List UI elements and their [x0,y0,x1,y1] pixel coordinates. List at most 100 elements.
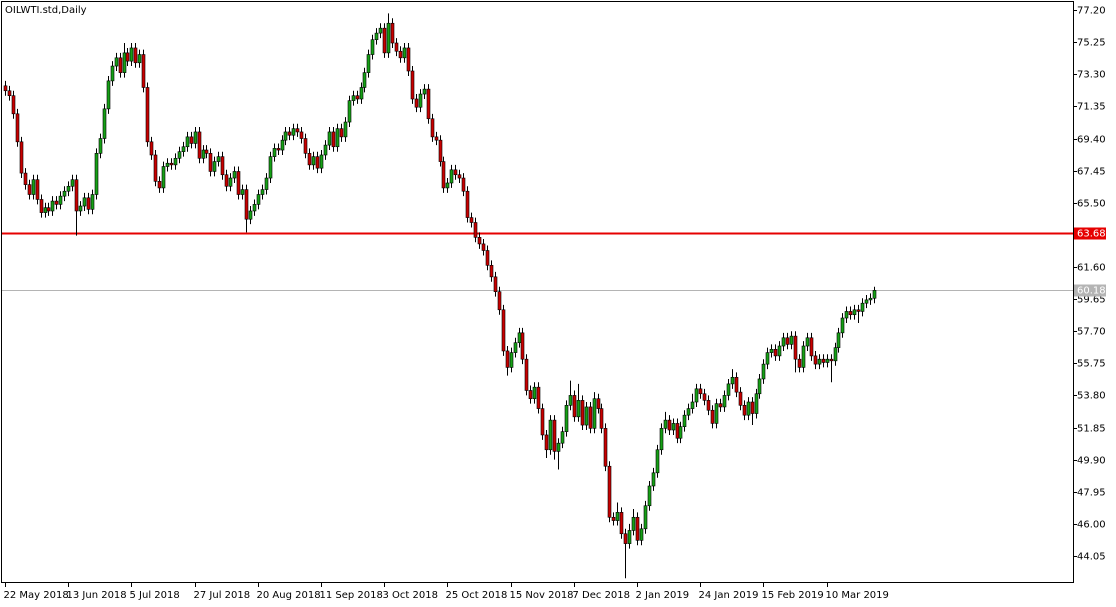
candle-body [422,88,427,95]
candle-body [769,349,774,353]
candle-body [374,32,379,41]
candle-body [872,290,877,299]
candle-body [331,131,336,148]
candle-body [252,204,257,212]
candle-body [370,39,375,55]
candle-body [295,128,300,133]
candle-body [208,153,213,172]
level-label: 63.68 [1077,229,1106,240]
candle-body [793,335,798,360]
candle-body [497,291,502,311]
candle-body [702,393,707,401]
candle-body [228,177,233,187]
candle-body [477,237,482,245]
chart-title: OILWTI.std,Daily [5,5,87,16]
candle-body [323,144,328,156]
candle-body [619,512,624,535]
candle-body [722,395,727,408]
candle-body [509,352,514,368]
candle-body [864,299,869,304]
candle-body [173,157,178,166]
candle-body [757,378,762,395]
candle-body [532,386,537,400]
candle-body [122,52,127,73]
candle-body [256,194,261,205]
candle-body [406,47,411,72]
candle-body [39,199,44,213]
candle-body [129,47,134,62]
x-tick-label: 22 May 2018 [4,590,69,601]
candle-body [552,419,557,452]
candle-body [588,406,593,429]
candle-body [513,342,518,353]
candle-body [386,22,391,54]
candle-body [169,162,174,166]
candle-body [327,131,332,146]
candle-body [599,408,604,429]
candle-body [836,332,841,348]
candle-body [303,138,308,154]
candle-body [710,409,715,424]
candle-body [524,358,529,391]
candle-body [631,516,636,531]
candle-body [746,401,751,416]
candle-body [548,419,553,451]
candle-body [137,54,142,64]
candle-body [244,189,249,220]
candle-body [276,148,281,151]
candle-body [627,530,632,544]
x-tick-label: 13 Jun 2018 [67,590,127,601]
candle-body [19,141,24,174]
candle-body [355,95,360,100]
candle-body [78,205,83,212]
candle-body [351,95,356,101]
candle-body [572,395,577,418]
candle-body [461,177,466,192]
candle-body [114,57,119,67]
candle-body [343,121,348,138]
candle-body [54,200,59,205]
candle-body [165,162,170,167]
candle-body [7,90,12,97]
y-tick-label: 44.05 [1077,552,1106,563]
candle-body [23,172,28,185]
candle-body [797,358,802,368]
candle-body [62,190,67,197]
candle-body [860,302,865,312]
candle-body [643,505,648,530]
candle-body [852,309,857,316]
candle-body [584,406,589,426]
candle-body [738,391,743,406]
candle-body [856,309,861,312]
x-tick-label: 25 Oct 2018 [446,590,508,601]
candle-body [844,311,849,319]
candle-body [489,265,494,278]
candle-body [706,400,711,411]
candle-body [94,153,99,195]
candle-body [362,72,367,88]
y-tick-label: 57.70 [1077,327,1106,338]
candle-body [260,189,265,195]
y-tick-label: 53.80 [1077,391,1106,402]
candle-body [110,65,115,82]
candle-body [607,465,612,518]
x-tick-label: 2 Jan 2019 [636,590,690,601]
candle-body [35,179,40,200]
candle-body [426,88,431,120]
x-tick-label: 24 Jan 2019 [699,590,759,601]
candle-body [761,363,766,380]
candle-body [50,200,55,212]
x-tick-label: 7 Dec 2018 [573,590,631,601]
candle-body [149,141,154,156]
candle-body [339,128,344,138]
x-tick-label: 5 Jul 2018 [130,590,180,601]
candle-body [102,108,107,139]
candle-body [655,449,660,474]
candle-body [366,54,371,73]
candle-body [840,317,845,334]
candle-body [517,332,522,344]
candle-body [216,156,221,162]
candle-body [125,52,130,62]
candle-body [868,297,873,301]
candle-body [272,148,277,157]
